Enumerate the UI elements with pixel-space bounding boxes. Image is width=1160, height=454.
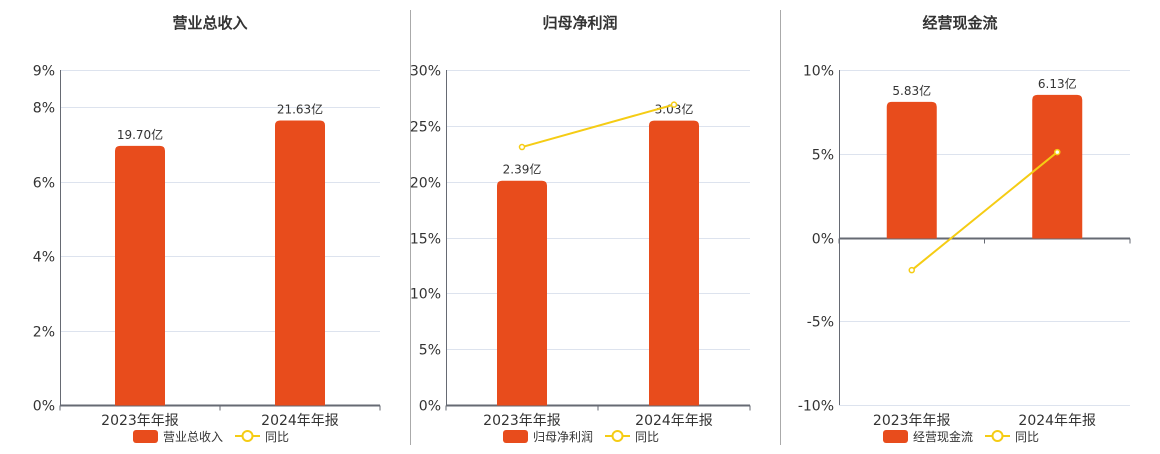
x-tick-label: 2023年年报	[873, 413, 951, 429]
legend-line-marker	[611, 430, 624, 442]
legend-bar-label: 经营现金流	[913, 429, 973, 444]
y-tick-label: 0%	[419, 399, 441, 415]
y-tick-label: 6%	[33, 176, 55, 192]
y-tick-label: 2%	[33, 325, 55, 341]
y-tick-label: 30%	[410, 64, 441, 80]
y-tick-label: 0%	[812, 232, 834, 248]
yoy-line	[521, 103, 675, 149]
chart-title: 归母净利润	[542, 14, 617, 32]
legend-bar-label: 归母净利润	[533, 430, 593, 444]
legend-bar-swatch	[883, 430, 908, 443]
legend-line-label: 同比	[265, 430, 289, 444]
chart-title: 经营现金流	[922, 14, 997, 32]
yoy-line	[911, 151, 1058, 271]
x-tick-label: 2024年年报	[1018, 413, 1096, 429]
bar-data-label: 21.63亿	[277, 102, 323, 117]
legend-line-label: 同比	[635, 430, 659, 444]
y-tick-label: 15%	[410, 232, 441, 248]
y-tick-label: 10%	[803, 64, 834, 80]
bar	[649, 120, 699, 406]
legend-line-marker	[991, 430, 1004, 442]
y-tick-label: 25%	[410, 120, 441, 136]
legend-bar-label: 营业总收入	[163, 430, 223, 444]
y-tick-label: 4%	[33, 250, 55, 266]
bar-data-label: 6.13亿	[1038, 76, 1077, 91]
bar	[886, 101, 937, 239]
bar	[497, 180, 547, 406]
legend-line-marker	[241, 430, 254, 442]
bar	[1032, 94, 1083, 239]
bar	[115, 145, 165, 406]
y-tick-label: 9%	[33, 64, 55, 80]
yoy-point	[670, 101, 678, 108]
y-tick-label: 20%	[410, 176, 441, 192]
bar	[275, 120, 325, 406]
y-tick-label: -5%	[807, 315, 834, 331]
x-tick-label: 2024年年报	[635, 413, 713, 429]
y-tick-label: 5%	[419, 343, 441, 359]
x-tick-label: 2024年年报	[261, 413, 339, 429]
y-tick-label: 0%	[33, 399, 55, 415]
legend-bar-swatch	[133, 430, 158, 443]
yoy-point	[1054, 148, 1061, 156]
bar-data-label: 5.83亿	[892, 83, 931, 98]
legend-bar-swatch	[503, 430, 528, 443]
chart-title: 营业总收入	[172, 14, 247, 32]
x-tick-label: 2023年年报	[483, 413, 561, 429]
x-tick-label: 2023年年报	[101, 413, 179, 429]
y-tick-label: 10%	[410, 287, 441, 303]
bar-data-label: 19.70亿	[117, 127, 163, 142]
yoy-point	[518, 143, 526, 151]
y-tick-label: -10%	[798, 399, 834, 415]
legend-line-label: 同比	[1015, 430, 1039, 444]
y-tick-label: 5%	[812, 148, 834, 164]
y-tick-label: 8%	[33, 101, 55, 117]
bar-data-label: 2.39亿	[503, 162, 542, 177]
yoy-point	[908, 266, 915, 274]
bar-data-label: 3.03亿	[655, 102, 694, 117]
